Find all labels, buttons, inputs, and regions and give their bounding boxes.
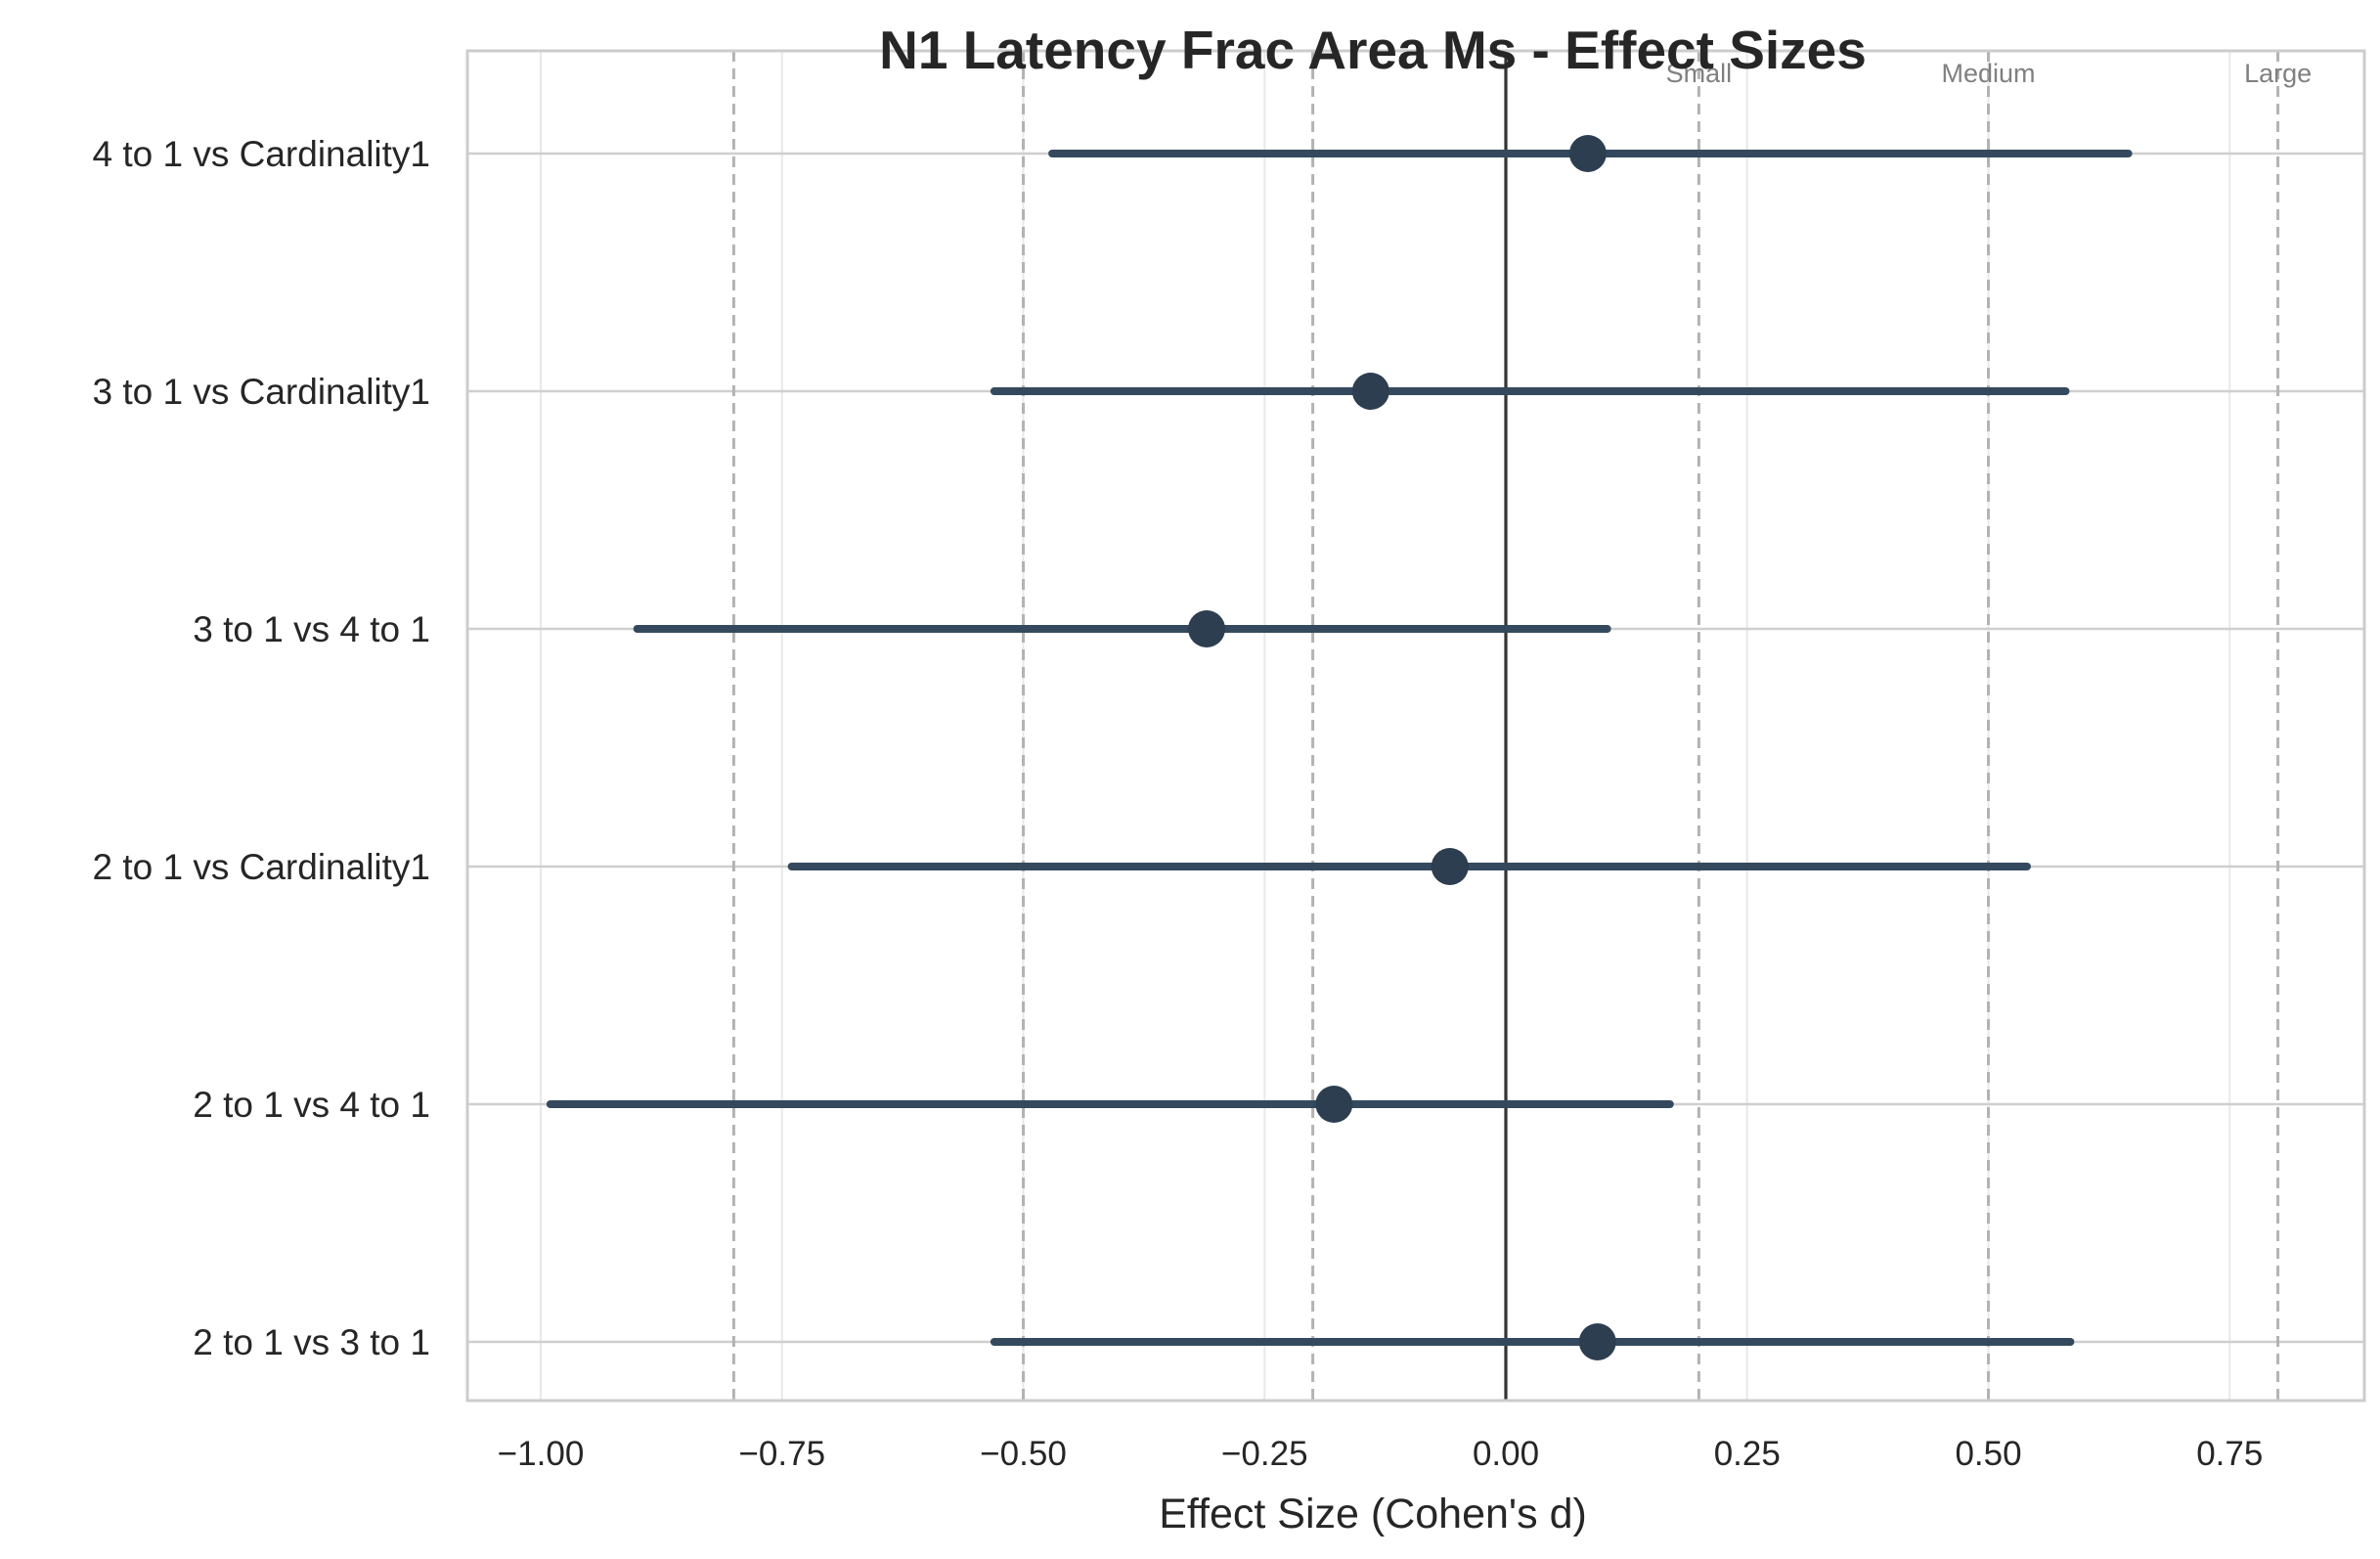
effect-point [1431, 848, 1469, 885]
y-tick-label: 2 to 1 vs 3 to 1 [193, 1322, 430, 1362]
y-tick-label: 2 to 1 vs 4 to 1 [193, 1085, 430, 1125]
effect-size-points [1188, 135, 1616, 1360]
y-tick-labels: 4 to 1 vs Cardinality1 3 to 1 vs Cardinal… [92, 134, 430, 1362]
x-tick-label: 0.00 [1473, 1435, 1539, 1473]
chart-title: N1 Latency Frac Area Ms - Effect Sizes [879, 20, 1867, 80]
y-tick-label: 2 to 1 vs Cardinality1 [92, 847, 430, 887]
x-axis-label: Effect Size (Cohen's d) [1159, 1491, 1587, 1537]
threshold-labels: Small Medium Large [1666, 59, 2312, 88]
effect-point [1351, 373, 1389, 410]
effect-point [1578, 1323, 1616, 1360]
y-tick-label: 3 to 1 vs 4 to 1 [193, 609, 430, 649]
confidence-intervals [546, 150, 2133, 1346]
threshold-label: Medium [1941, 59, 2035, 88]
effect-point [1315, 1086, 1353, 1123]
threshold-label: Small [1666, 59, 1733, 88]
effect-point [1188, 610, 1226, 647]
y-tick-label: 3 to 1 vs Cardinality1 [92, 372, 430, 412]
x-tick-label: −0.75 [738, 1435, 825, 1473]
plot-frame [465, 49, 2366, 1403]
x-tick-label: −1.00 [498, 1435, 585, 1473]
threshold-lines [731, 51, 2280, 1401]
x-tick-label: 0.25 [1714, 1435, 1781, 1473]
x-tick-label: −0.50 [980, 1435, 1067, 1473]
effect-point [1568, 135, 1607, 172]
x-tick-label: 0.75 [2196, 1435, 2263, 1473]
threshold-label: Large [2244, 59, 2312, 88]
y-tick-label: 4 to 1 vs Cardinality1 [92, 134, 430, 174]
x-tick-label: 0.50 [1955, 1435, 2021, 1473]
x-tick-labels: −1.00 −0.75 −0.50 −0.25 0.00 0.25 0.50 0.75 [498, 1435, 2264, 1473]
x-tick-label: −0.25 [1221, 1435, 1308, 1473]
